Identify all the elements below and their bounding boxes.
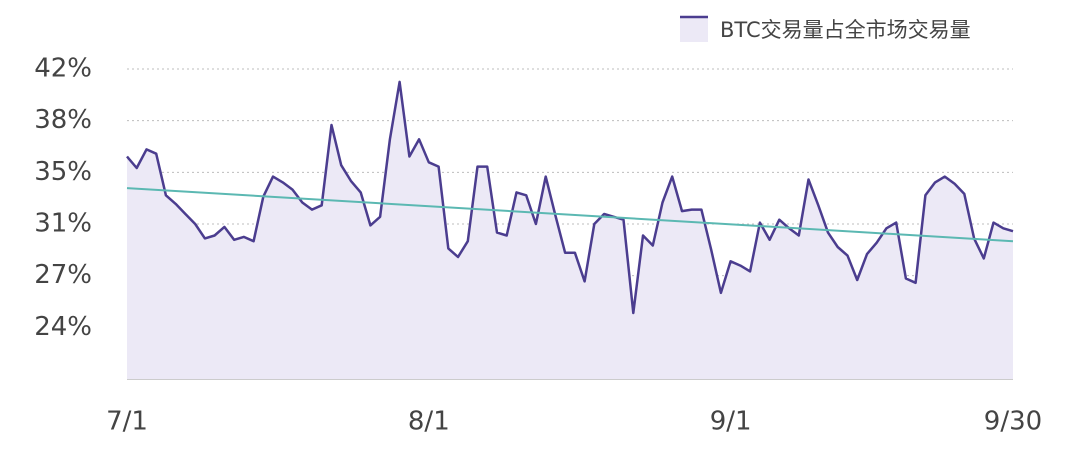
- x-tick-label: 7/1: [106, 407, 148, 437]
- x-tick-label: 9/1: [710, 407, 752, 437]
- y-tick-label: 38%: [34, 105, 92, 135]
- line: [126, 80, 1014, 315]
- trend-line: [126, 187, 1014, 243]
- y-tick-label: 42%: [34, 54, 92, 84]
- y-tick-label: 31%: [34, 209, 92, 239]
- area: [127, 81, 1013, 380]
- y-tick-label: 27%: [34, 260, 92, 290]
- legend-label: BTC交易量占全市场交易量: [720, 18, 971, 42]
- y-tick-label: 35%: [34, 157, 92, 187]
- y-tick-label: 24%: [34, 312, 92, 342]
- x-tick-label: 8/1: [408, 407, 450, 437]
- x-tick-label: 9/30: [984, 407, 1042, 437]
- legend-swatch: [680, 16, 708, 42]
